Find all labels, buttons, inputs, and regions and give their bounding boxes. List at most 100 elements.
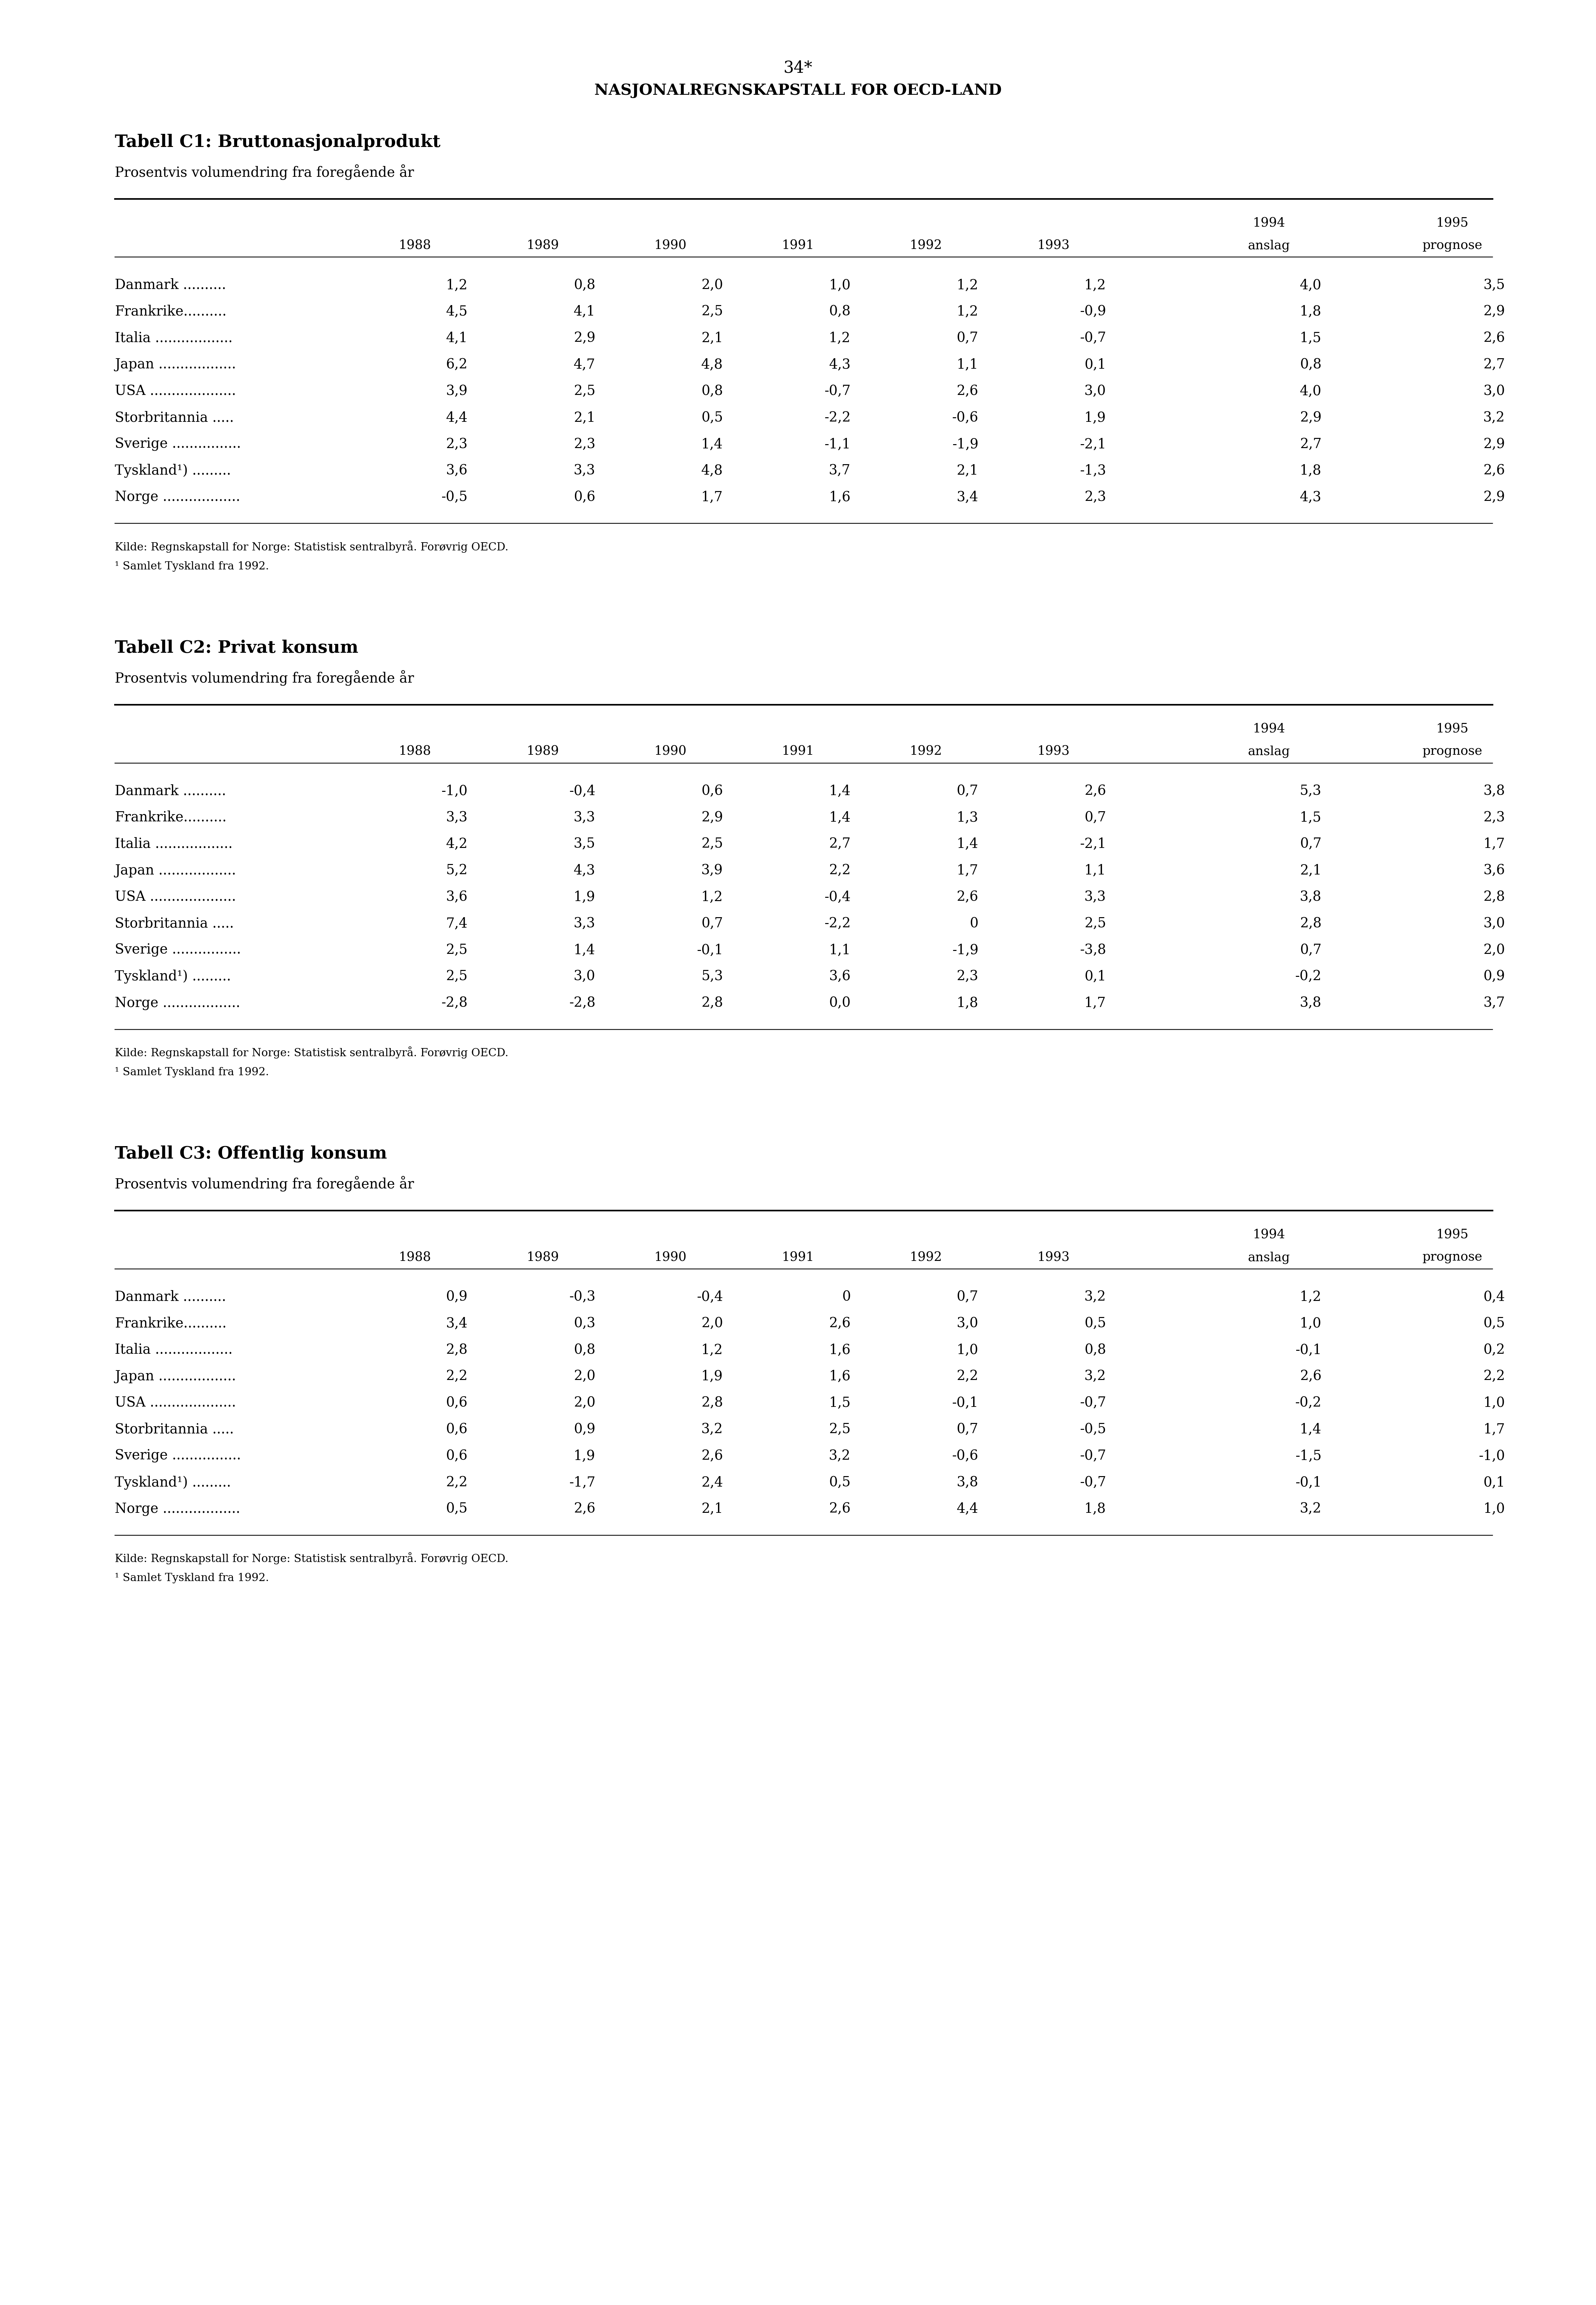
Text: -0,4: -0,4 [696, 1291, 723, 1305]
Text: 4,3: 4,3 [1299, 491, 1321, 505]
Text: 1,0: 1,0 [1483, 1397, 1505, 1411]
Text: 1,9: 1,9 [573, 890, 595, 904]
Text: 2,6: 2,6 [1084, 784, 1106, 798]
Text: ¹ Samlet Tyskland fra 1992.: ¹ Samlet Tyskland fra 1992. [115, 560, 270, 572]
Text: 0,5: 0,5 [445, 1503, 468, 1517]
Text: 1,8: 1,8 [1299, 463, 1321, 477]
Text: 3,9: 3,9 [445, 385, 468, 399]
Text: prognose: prognose [1422, 1252, 1483, 1263]
Text: -0,7: -0,7 [1079, 1450, 1106, 1464]
Text: 1,7: 1,7 [701, 491, 723, 505]
Text: -0,5: -0,5 [440, 491, 468, 505]
Text: 0,7: 0,7 [956, 332, 978, 346]
Text: 0,6: 0,6 [701, 784, 723, 798]
Text: 4,3: 4,3 [828, 357, 851, 371]
Text: -1,1: -1,1 [825, 438, 851, 452]
Text: 0,6: 0,6 [445, 1450, 468, 1464]
Text: 0,5: 0,5 [828, 1475, 851, 1489]
Text: 3,5: 3,5 [1483, 279, 1505, 293]
Text: -0,7: -0,7 [1079, 1397, 1106, 1411]
Text: Frankrike..........: Frankrike.......... [115, 1316, 227, 1330]
Text: 2,0: 2,0 [573, 1369, 595, 1383]
Text: ¹ Samlet Tyskland fra 1992.: ¹ Samlet Tyskland fra 1992. [115, 1572, 270, 1584]
Text: 1994: 1994 [1253, 217, 1285, 228]
Text: 1995: 1995 [1436, 217, 1468, 228]
Text: -0,1: -0,1 [1296, 1344, 1321, 1358]
Text: 2,8: 2,8 [1483, 890, 1505, 904]
Text: 0,6: 0,6 [445, 1397, 468, 1411]
Text: 0,7: 0,7 [1299, 943, 1321, 957]
Text: 2,1: 2,1 [1299, 864, 1321, 878]
Text: 1990: 1990 [654, 745, 686, 758]
Text: -0,5: -0,5 [1079, 1422, 1106, 1436]
Text: -1,5: -1,5 [1296, 1450, 1321, 1464]
Text: 2,6: 2,6 [1299, 1369, 1321, 1383]
Text: 1993: 1993 [1037, 745, 1069, 758]
Text: Tyskland¹) .........: Tyskland¹) ......... [115, 970, 231, 984]
Text: Storbritannia .....: Storbritannia ..... [115, 1422, 235, 1436]
Text: 1995: 1995 [1436, 724, 1468, 735]
Text: -1,9: -1,9 [953, 438, 978, 452]
Text: Tabell C2: Privat konsum: Tabell C2: Privat konsum [115, 638, 359, 657]
Text: -0,4: -0,4 [568, 784, 595, 798]
Text: 2,5: 2,5 [701, 837, 723, 851]
Text: 1,9: 1,9 [573, 1450, 595, 1464]
Text: 1,7: 1,7 [1483, 1422, 1505, 1436]
Text: anslag: anslag [1248, 1252, 1290, 1263]
Text: Prosentvis volumendring fra foregående år: Prosentvis volumendring fra foregående å… [115, 1176, 413, 1192]
Text: 0,7: 0,7 [956, 1291, 978, 1305]
Text: 2,0: 2,0 [701, 1316, 723, 1330]
Text: 1992: 1992 [910, 1252, 942, 1263]
Text: 1990: 1990 [654, 1252, 686, 1263]
Text: 4,8: 4,8 [701, 463, 723, 477]
Text: 4,0: 4,0 [1299, 385, 1321, 399]
Text: Norge ..................: Norge .................. [115, 996, 241, 1010]
Text: 2,6: 2,6 [1483, 332, 1505, 346]
Text: Danmark ..........: Danmark .......... [115, 1291, 227, 1305]
Text: 2,8: 2,8 [1299, 917, 1321, 931]
Text: 3,3: 3,3 [1084, 890, 1106, 904]
Text: 0,4: 0,4 [1483, 1291, 1505, 1305]
Text: 2,8: 2,8 [701, 996, 723, 1010]
Text: -0,7: -0,7 [824, 385, 851, 399]
Text: 2,9: 2,9 [1483, 438, 1505, 452]
Text: 3,8: 3,8 [1299, 890, 1321, 904]
Text: -2,8: -2,8 [440, 996, 468, 1010]
Text: 1,2: 1,2 [956, 304, 978, 318]
Text: 2,6: 2,6 [573, 1503, 595, 1517]
Text: 1994: 1994 [1253, 724, 1285, 735]
Text: 5,2: 5,2 [445, 864, 468, 878]
Text: Tabell C3: Offentlig konsum: Tabell C3: Offentlig konsum [115, 1146, 388, 1162]
Text: 1992: 1992 [910, 240, 942, 251]
Text: 0,8: 0,8 [701, 385, 723, 399]
Text: 1988: 1988 [399, 240, 431, 251]
Text: 0,5: 0,5 [1483, 1316, 1505, 1330]
Text: 2,6: 2,6 [828, 1316, 851, 1330]
Text: 1,2: 1,2 [701, 1344, 723, 1358]
Text: 4,4: 4,4 [445, 410, 468, 424]
Text: 1,2: 1,2 [956, 279, 978, 293]
Text: Danmark ..........: Danmark .......... [115, 784, 227, 798]
Text: ¹ Samlet Tyskland fra 1992.: ¹ Samlet Tyskland fra 1992. [115, 1067, 270, 1079]
Text: 3,7: 3,7 [828, 463, 851, 477]
Text: 1,1: 1,1 [1084, 864, 1106, 878]
Text: 3,0: 3,0 [573, 970, 595, 984]
Text: 1,7: 1,7 [1084, 996, 1106, 1010]
Text: 2,6: 2,6 [828, 1503, 851, 1517]
Text: Frankrike..........: Frankrike.......... [115, 304, 227, 318]
Text: 1992: 1992 [910, 745, 942, 758]
Text: 2,7: 2,7 [1299, 438, 1321, 452]
Text: 3,6: 3,6 [828, 970, 851, 984]
Text: -0,9: -0,9 [1080, 304, 1106, 318]
Text: 3,2: 3,2 [701, 1422, 723, 1436]
Text: 2,1: 2,1 [701, 1503, 723, 1517]
Text: 1,9: 1,9 [701, 1369, 723, 1383]
Text: 3,9: 3,9 [701, 864, 723, 878]
Text: 1991: 1991 [782, 745, 814, 758]
Text: 1988: 1988 [399, 745, 431, 758]
Text: 2,3: 2,3 [1483, 811, 1505, 825]
Text: Kilde: Regnskapstall for Norge: Statistisk sentralbyrå. Forøvrig OECD.: Kilde: Regnskapstall for Norge: Statisti… [115, 1551, 509, 1565]
Text: 1,4: 1,4 [1299, 1422, 1321, 1436]
Text: 0,8: 0,8 [1299, 357, 1321, 371]
Text: 0,5: 0,5 [1084, 1316, 1106, 1330]
